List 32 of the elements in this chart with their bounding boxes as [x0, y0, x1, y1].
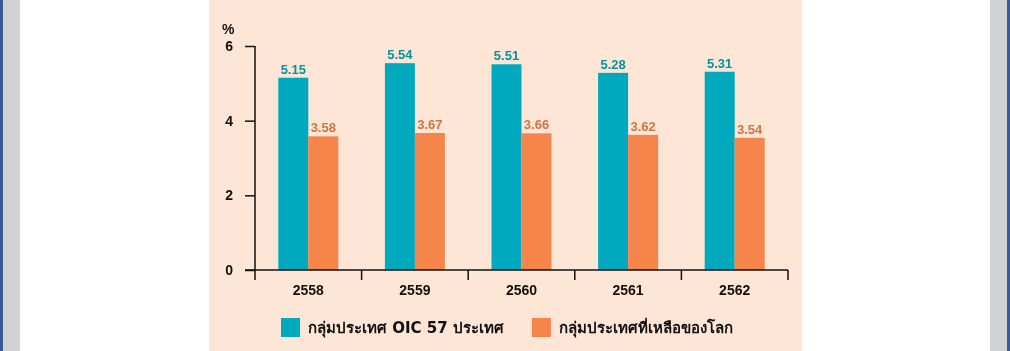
- y-axis-title: %: [222, 21, 235, 37]
- bar: [734, 137, 765, 270]
- bar: [308, 136, 339, 270]
- data-label: 3.66: [523, 117, 550, 133]
- data-label: 5.54: [387, 47, 414, 63]
- bar: [704, 71, 735, 270]
- legend-label: กลุ่มประเทศ OIC 57 ประเทศ: [308, 319, 504, 338]
- y-tick-label: 4: [225, 112, 234, 129]
- bar: [278, 77, 309, 270]
- data-label: 3.58: [310, 120, 336, 136]
- legend-label: กลุ่มประเทศที่เหลือของโลก: [558, 317, 733, 338]
- data-label: 3.67: [417, 116, 443, 132]
- x-tick-label: 2558: [292, 282, 325, 298]
- bar: [384, 63, 415, 270]
- y-tick-label: 6: [225, 37, 234, 54]
- data-label: 5.15: [280, 61, 306, 77]
- bar: [414, 132, 445, 270]
- y-tick-label: 0: [225, 261, 234, 278]
- x-tick-label: 2560: [505, 282, 538, 298]
- data-label: 3.54: [737, 121, 764, 137]
- x-tick-label: 2561: [612, 282, 644, 298]
- data-label: 5.28: [600, 56, 626, 72]
- bar: [491, 64, 522, 270]
- x-tick-label: 2559: [399, 282, 431, 298]
- bar: [598, 72, 629, 270]
- data-label: 5.51: [493, 48, 520, 64]
- bar: [521, 133, 552, 270]
- bar: [628, 134, 659, 270]
- data-label: 3.62: [630, 118, 656, 134]
- y-tick-label: 2: [225, 187, 234, 204]
- data-label: 5.31: [707, 55, 733, 71]
- x-tick-label: 2562: [719, 282, 751, 298]
